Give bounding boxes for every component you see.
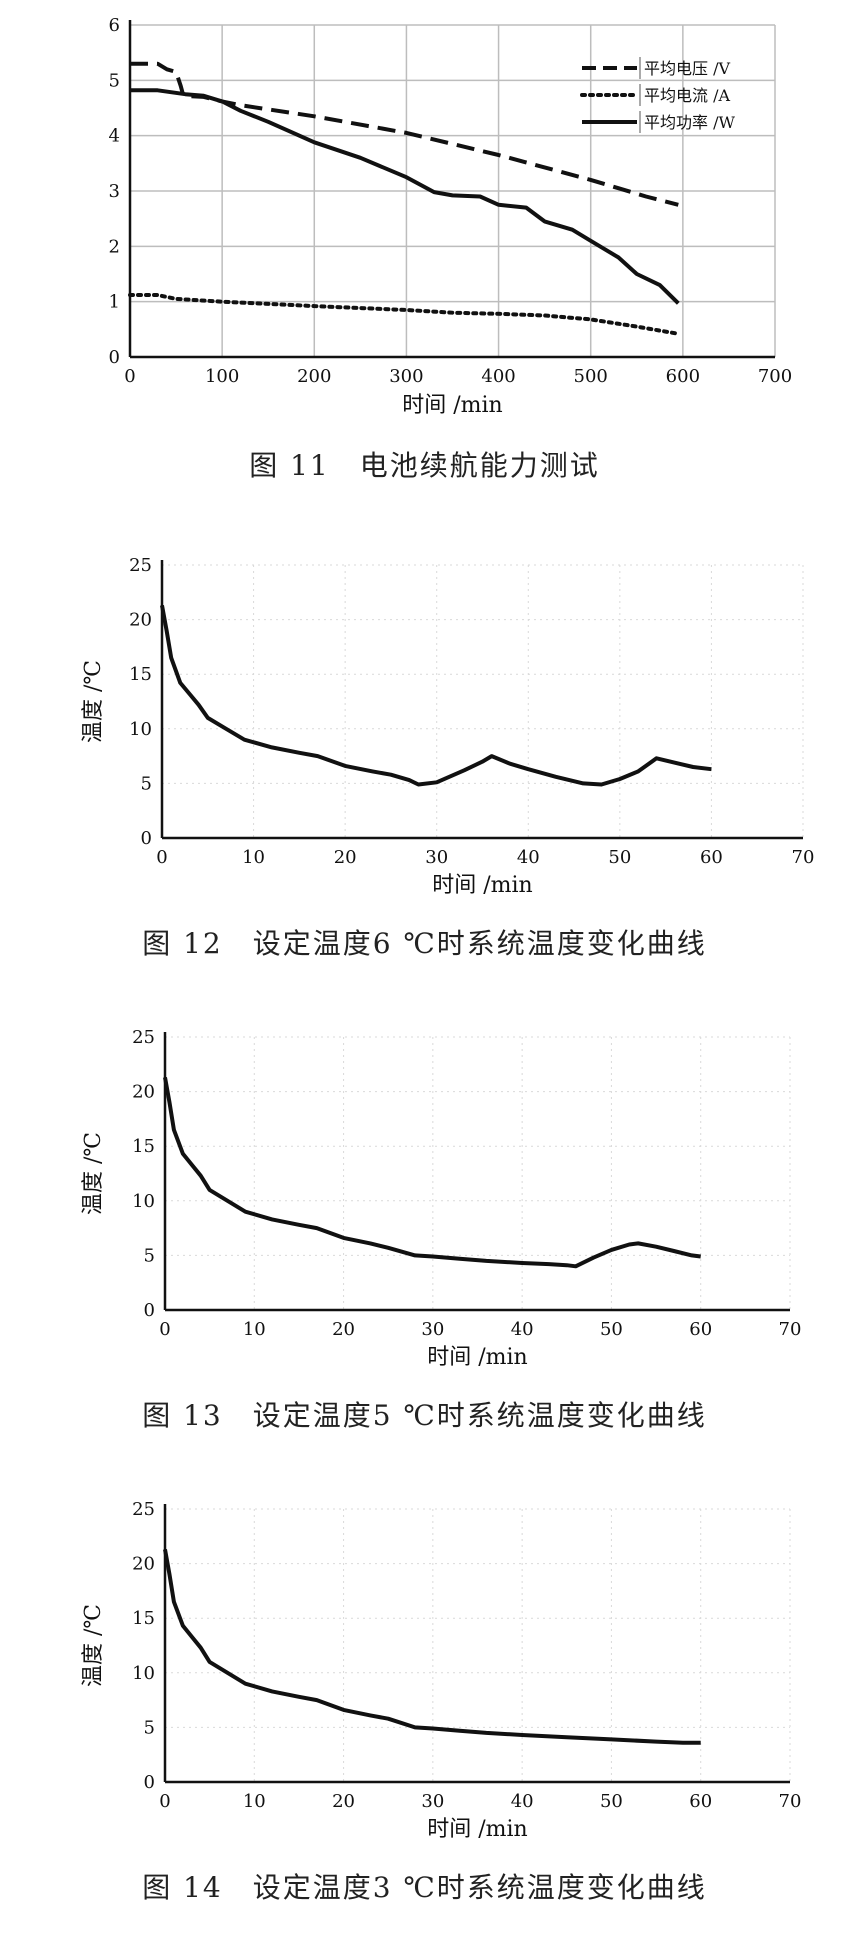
caption-number: 图 11 <box>249 449 330 482</box>
chart-temp-6c: 0 10 20 30 40 50 60 70 0 5 10 15 20 25 时间 /min 温度 /℃ <box>81 555 815 898</box>
x-tick-label: 600 <box>666 366 700 387</box>
grid <box>130 24 776 357</box>
y-tick-label: 15 <box>129 664 152 685</box>
x-tick-label: 30 <box>421 1319 444 1340</box>
y-tick-label: 6 <box>109 15 120 36</box>
y-tick-label: 10 <box>132 1191 155 1212</box>
figure-13: 0 10 20 30 40 50 60 70 0 5 10 15 20 25 时间 /min 温度 /℃ <box>0 1012 849 1392</box>
series-line-dotted <box>128 293 681 336</box>
x-tick-label: 50 <box>608 847 631 868</box>
chart-temp-3c: 0 10 20 30 40 50 60 70 0 5 10 15 20 25 时间 /min 温度 /℃ <box>81 1499 802 1842</box>
x-tick-label: 20 <box>334 847 357 868</box>
y-tick-label: 15 <box>132 1608 155 1629</box>
y-tick-label: 20 <box>129 610 152 631</box>
series-line-solid <box>160 605 712 787</box>
y-tick-label: 0 <box>144 1772 155 1793</box>
x-tick-label: 0 <box>159 1319 170 1340</box>
y-tick-label: 10 <box>132 1663 155 1684</box>
caption-figure-11: 图 11 电池续航能力测试 <box>0 444 849 484</box>
y-axis-label: 温度 /℃ <box>81 660 106 743</box>
y-tick-label: 20 <box>132 1554 155 1575</box>
grid <box>165 1508 791 1782</box>
y-tick-label: 3 <box>109 181 120 202</box>
y-tick-label: 5 <box>144 1717 155 1738</box>
x-tick-label: 400 <box>481 366 515 387</box>
x-tick-label: 100 <box>205 366 239 387</box>
caption-figure-14: 图 14 设定温度3 ℃时系统温度变化曲线 <box>0 1866 849 1906</box>
caption-number: 图 13 <box>142 1399 223 1432</box>
caption-number: 图 14 <box>142 1871 223 1904</box>
y-tick-label: 25 <box>132 1027 155 1048</box>
x-tick-label: 50 <box>600 1791 623 1812</box>
legend-label: 平均电压 /V <box>644 59 730 78</box>
x-axis-label: 时间 /min <box>402 393 502 418</box>
x-axis-label: 时间 /min <box>432 873 532 898</box>
figure-11: 0 100 200 300 400 500 600 700 0 1 2 3 4 5 6 时间 /min 平均电压… <box>0 0 849 430</box>
x-tick-label: 40 <box>517 847 540 868</box>
caption-figure-12: 图 12 设定温度6 ℃时系统温度变化曲线 <box>0 922 849 962</box>
grid <box>165 1036 791 1310</box>
y-axis-label: 温度 /℃ <box>81 1604 106 1687</box>
y-tick-label: 5 <box>144 1245 155 1266</box>
x-tick-label: 20 <box>332 1319 355 1340</box>
x-tick-label: 30 <box>425 847 448 868</box>
x-tick-label: 60 <box>700 847 723 868</box>
series-line-solid <box>163 1549 701 1745</box>
caption-text: 设定温度3 ℃时系统温度变化曲线 <box>252 1871 707 1904</box>
chart-temp-5c: 0 10 20 30 40 50 60 70 0 5 10 15 20 25 时间 /min 温度 /℃ <box>81 1027 802 1370</box>
series-line-solid <box>130 88 680 305</box>
y-tick-label: 0 <box>109 347 120 368</box>
x-tick-label: 70 <box>792 847 815 868</box>
legend-label: 平均功率 /W <box>644 113 735 132</box>
caption-text: 设定温度6 ℃时系统温度变化曲线 <box>252 927 707 960</box>
figure-14: 0 10 20 30 40 50 60 70 0 5 10 15 20 25 时间 /min 温度 /℃ <box>0 1484 849 1864</box>
x-tick-label: 40 <box>511 1319 534 1340</box>
y-tick-label: 25 <box>132 1499 155 1520</box>
x-tick-label: 40 <box>511 1791 534 1812</box>
x-tick-label: 20 <box>332 1791 355 1812</box>
chart-battery-endurance: 0 100 200 300 400 500 600 700 0 1 2 3 4 5 6 时间 /min 平均电压… <box>109 15 793 418</box>
x-tick-label: 60 <box>689 1791 712 1812</box>
y-tick-label: 10 <box>129 719 152 740</box>
x-tick-label: 500 <box>574 366 608 387</box>
x-tick-label: 60 <box>689 1319 712 1340</box>
grid <box>162 564 804 838</box>
x-tick-label: 0 <box>156 847 167 868</box>
legend: 平均电压 /V 平均电流 /A 平均功率 /W <box>580 57 735 133</box>
x-tick-label: 700 <box>758 366 792 387</box>
caption-figure-13: 图 13 设定温度5 ℃时系统温度变化曲线 <box>0 1394 849 1434</box>
series-line-solid <box>163 1077 701 1269</box>
y-tick-label: 4 <box>109 126 120 147</box>
x-axis-label: 时间 /min <box>427 1817 527 1842</box>
y-tick-label: 20 <box>132 1082 155 1103</box>
caption-number: 图 12 <box>142 927 223 960</box>
x-tick-label: 200 <box>297 366 331 387</box>
x-tick-label: 0 <box>124 366 135 387</box>
x-tick-label: 70 <box>779 1319 802 1340</box>
x-axis-label: 时间 /min <box>427 1345 527 1370</box>
x-tick-label: 0 <box>159 1791 170 1812</box>
x-tick-label: 30 <box>421 1791 444 1812</box>
y-tick-label: 0 <box>144 1300 155 1321</box>
y-tick-label: 5 <box>141 773 152 794</box>
x-tick-label: 10 <box>242 847 265 868</box>
x-tick-label: 10 <box>243 1791 266 1812</box>
y-tick-label: 0 <box>141 828 152 849</box>
x-tick-label: 70 <box>779 1791 802 1812</box>
y-tick-label: 5 <box>109 70 120 91</box>
caption-text: 设定温度5 ℃时系统温度变化曲线 <box>252 1399 707 1432</box>
x-tick-label: 10 <box>243 1319 266 1340</box>
x-tick-label: 300 <box>389 366 423 387</box>
caption-text: 电池续航能力测试 <box>359 449 600 482</box>
y-tick-label: 25 <box>129 555 152 576</box>
y-tick-label: 1 <box>109 292 120 313</box>
y-axis-label: 温度 /℃ <box>81 1132 106 1215</box>
y-tick-label: 2 <box>109 236 120 257</box>
series-line-dashed <box>130 61 679 207</box>
legend-label: 平均电流 /A <box>644 86 730 105</box>
x-tick-label: 50 <box>600 1319 623 1340</box>
figure-12: 0 10 20 30 40 50 60 70 0 5 10 15 20 25 时间 /min 温度 /℃ <box>0 540 849 920</box>
y-tick-label: 15 <box>132 1136 155 1157</box>
